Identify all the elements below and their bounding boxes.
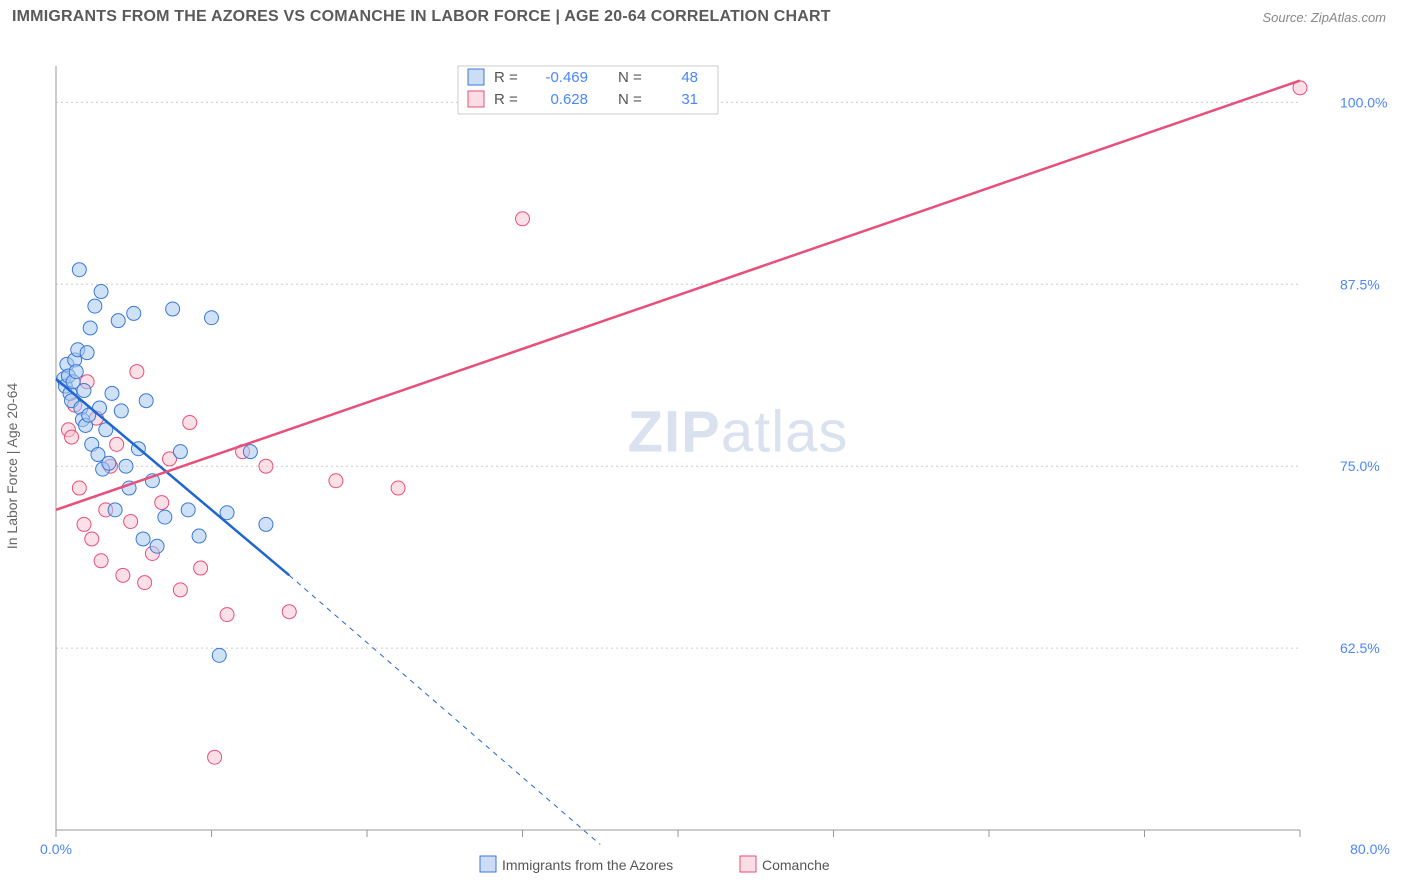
source-label: Source: ZipAtlas.com <box>1262 10 1386 25</box>
data-point-blue <box>105 386 119 400</box>
data-point-pink <box>220 608 234 622</box>
data-point-pink <box>391 481 405 495</box>
data-point-pink <box>173 583 187 597</box>
data-point-blue <box>136 532 150 546</box>
data-point-blue <box>127 306 141 320</box>
data-point-blue <box>259 517 273 531</box>
data-point-blue <box>150 539 164 553</box>
data-point-blue <box>77 384 91 398</box>
data-point-pink <box>116 568 130 582</box>
x-tick-label: 80.0% <box>1350 841 1390 857</box>
y-tick-label: 87.5% <box>1340 276 1380 292</box>
chart-title: IMMIGRANTS FROM THE AZORES VS COMANCHE I… <box>12 8 831 26</box>
correlation-chart: 62.5% 75.0% 87.5% 100.0% ZIPatlas 0.0% 80.0% R … <box>0 30 1406 886</box>
legend-r-value: -0.469 <box>545 69 588 86</box>
data-point-blue <box>205 311 219 325</box>
legend-swatch <box>468 69 484 85</box>
data-point-blue <box>111 314 125 328</box>
data-point-pink <box>130 365 144 379</box>
data-point-pink <box>155 496 169 510</box>
data-point-pink <box>516 212 530 226</box>
data-point-pink <box>65 430 79 444</box>
legend-swatch <box>468 91 484 107</box>
data-point-blue <box>119 459 133 473</box>
data-point-pink <box>259 459 273 473</box>
data-point-pink <box>77 517 91 531</box>
legend-n-label: N = <box>618 69 642 86</box>
data-point-blue <box>173 445 187 459</box>
data-point-pink <box>72 481 86 495</box>
data-point-blue <box>192 529 206 543</box>
data-point-blue <box>102 456 116 470</box>
legend-n-label: N = <box>618 91 642 108</box>
legend-r-label: R = <box>494 91 518 108</box>
data-point-pink <box>282 605 296 619</box>
legend-n-value: 48 <box>681 69 698 86</box>
data-point-pink <box>329 474 343 488</box>
data-point-blue <box>158 510 172 524</box>
legend-r-label: R = <box>494 69 518 86</box>
data-point-blue <box>80 346 94 360</box>
legend-series-blue: Immigrants from the Azores <box>502 857 673 873</box>
x-tick-label: 0.0% <box>40 841 72 857</box>
data-point-blue <box>181 503 195 517</box>
data-point-blue <box>83 321 97 335</box>
data-point-blue <box>212 648 226 662</box>
legend-swatch <box>480 856 496 872</box>
data-point-blue <box>139 394 153 408</box>
legend-n-value: 31 <box>681 91 698 108</box>
data-point-pink <box>110 437 124 451</box>
legend-r-value: 0.628 <box>550 91 588 108</box>
legend-swatch <box>740 856 756 872</box>
y-tick-label: 100.0% <box>1340 94 1387 110</box>
y-tick-label: 75.0% <box>1340 458 1380 474</box>
trend-line-blue-dash <box>289 575 600 844</box>
legend-series-pink: Comanche <box>762 857 830 873</box>
data-point-pink <box>94 554 108 568</box>
data-point-pink <box>85 532 99 546</box>
watermark: ZIPatlas <box>628 400 849 465</box>
data-point-blue <box>108 503 122 517</box>
data-point-blue <box>166 302 180 316</box>
y-tick-label: 62.5% <box>1340 640 1380 656</box>
data-point-pink <box>183 416 197 430</box>
data-point-blue <box>243 445 257 459</box>
data-point-pink <box>194 561 208 575</box>
y-axis-label: In Labor Force | Age 20-64 <box>4 383 20 549</box>
data-point-pink <box>124 514 138 528</box>
data-point-pink <box>138 576 152 590</box>
data-point-blue <box>69 365 83 379</box>
data-point-blue <box>88 299 102 313</box>
data-point-blue <box>114 404 128 418</box>
data-point-pink <box>208 750 222 764</box>
data-point-blue <box>72 263 86 277</box>
data-point-blue <box>94 285 108 299</box>
